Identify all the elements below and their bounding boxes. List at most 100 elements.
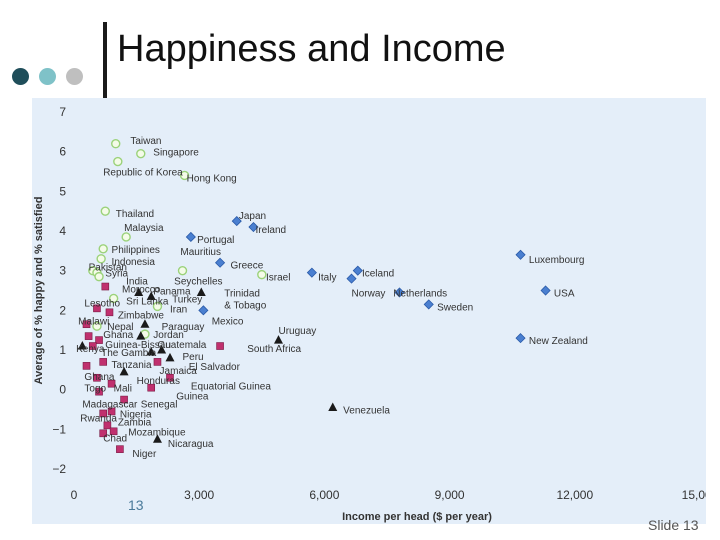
- point-africa: Nigeria: [107, 407, 116, 416]
- point-label: El Salvador: [189, 362, 241, 373]
- x-tick-label: 9,000: [435, 488, 465, 502]
- point-label: Luxembourg: [529, 255, 585, 266]
- point-rich: Greece: [215, 257, 226, 268]
- point-rich: Iceland: [352, 265, 363, 276]
- point-asia: Singapore: [136, 148, 146, 159]
- point-latin: Peru: [157, 345, 167, 354]
- point-africa: Guinea-Bissau: [95, 336, 103, 344]
- point-rich: Luxembourg: [515, 249, 526, 260]
- point-label: Ireland: [256, 225, 287, 236]
- point-label: New Zealand: [529, 336, 588, 347]
- point-asia: Hong Kong: [179, 170, 190, 181]
- point-label: Pakistan: [89, 263, 127, 274]
- point-asia: Republic of Korea: [113, 156, 123, 167]
- point-label: South Africa: [247, 344, 301, 355]
- point-label: Greece: [231, 261, 264, 272]
- point-label: Italy: [318, 273, 336, 284]
- point-latin: Paraguay: [140, 319, 150, 328]
- point-label: Kenya: [76, 344, 105, 355]
- point-latin: Venezuela: [328, 402, 338, 412]
- point-label: Guinea: [176, 392, 209, 403]
- point-label: Guatemala: [157, 340, 206, 351]
- point-asia: Sri Lanka: [108, 293, 119, 304]
- point-label: Peru: [183, 352, 204, 363]
- point-label: Mali: [114, 384, 132, 395]
- y-tick-label: 5: [59, 184, 66, 198]
- point-africa: Lesotho: [93, 304, 101, 313]
- point-africa: Zambia: [103, 421, 112, 430]
- dot-grey: [66, 68, 83, 85]
- point-label: Republic of Korea: [103, 168, 183, 179]
- point-label: Chad: [103, 433, 127, 444]
- y-tick-label: 7: [59, 105, 66, 119]
- point-rich: Italy: [306, 267, 317, 278]
- point-africa: South Africa: [216, 342, 224, 350]
- point-label: Trinidad: [224, 288, 260, 299]
- point-rich: Ireland: [248, 221, 259, 233]
- x-tick-label: 0: [71, 488, 78, 502]
- point-label: Panama: [153, 287, 191, 298]
- point-label: Nepal: [107, 322, 133, 333]
- point-africa: Rwanda: [99, 409, 108, 418]
- point-label: Honduras: [137, 376, 180, 387]
- y-tick-label: −1: [52, 422, 66, 436]
- point-label: Niger: [132, 449, 157, 460]
- point-label: Rwanda: [80, 413, 117, 424]
- point-label: Mozambique: [128, 427, 186, 438]
- point-asia: Israel: [257, 269, 267, 280]
- point-africa: Mozambique: [109, 427, 118, 436]
- point-label: Japan: [239, 211, 266, 222]
- point-label: Paraguay: [162, 322, 205, 333]
- point-label: Jamaica: [160, 366, 198, 377]
- point-label: Netherlands: [393, 288, 447, 299]
- point-label: Philippines: [112, 245, 160, 256]
- point-africa: Niger: [116, 445, 124, 453]
- x-tick-label: 12,000: [556, 488, 593, 502]
- y-tick-label: 6: [59, 145, 66, 159]
- point-label: India: [126, 277, 148, 288]
- point-latin: El Salvador: [165, 352, 175, 362]
- point-asia: Philippines: [98, 244, 108, 254]
- y-axis-label: Average of % happy and % satisfied: [33, 197, 45, 385]
- point-asia: Seychelles: [177, 265, 188, 276]
- y-tick-label: −2: [52, 462, 66, 476]
- point-label: Nigeria: [120, 409, 152, 420]
- point-africa: Equatorial Guinea: [166, 373, 174, 382]
- point-rich: Sweden: [423, 299, 434, 310]
- point-label: Tanzania: [112, 360, 152, 371]
- point-rich: Japan: [231, 216, 242, 227]
- point-label: Venezuela: [343, 406, 390, 417]
- point-label: Syria: [105, 269, 128, 280]
- point-label: Uruguay: [278, 326, 316, 337]
- y-tick-label: 2: [59, 303, 66, 317]
- point-label: Turkey: [172, 294, 202, 305]
- y-tick-label: 3: [59, 264, 66, 278]
- point-latin: Nicaragua: [152, 434, 162, 443]
- y-tick-label: 4: [59, 224, 66, 238]
- point-africa: Togo: [93, 373, 101, 382]
- point-latin: Kenya: [77, 341, 87, 350]
- point-label: Sri Lanka: [126, 296, 169, 307]
- point-latin: Bolivia: [146, 346, 156, 356]
- point-label: Malaysia: [124, 223, 164, 234]
- page-number: 13: [128, 497, 144, 513]
- point-latin: Panama: [134, 287, 144, 296]
- scatter-chart: −2 −1 0 1 2 3 4 5 6 7 0 3,000 6,000 9,000 12,000 15,000…: [33, 105, 706, 523]
- point-africa: Kenya: [84, 332, 93, 340]
- point-label: Zimbabwe: [118, 310, 165, 321]
- point-asia: Indonesia: [96, 254, 106, 264]
- point-africa: Mali: [107, 379, 116, 388]
- point-latin: Uruguay: [273, 335, 283, 344]
- point-latin: Trinidad & Tobago: [196, 287, 206, 296]
- point-africa: Morocco: [101, 282, 110, 291]
- point-label: Norway: [352, 288, 386, 299]
- point-label: Israel: [266, 273, 290, 284]
- point-label: The Gambia: [101, 348, 156, 359]
- point-africa: Zimbabwe: [105, 308, 114, 317]
- x-tick-label: 3,000: [184, 488, 214, 502]
- point-label: Togo: [84, 384, 106, 395]
- title-divider: [103, 22, 107, 100]
- point-label: Seychelles: [174, 277, 222, 288]
- point-asia: Nepal: [92, 321, 102, 331]
- point-asia: India: [94, 271, 104, 282]
